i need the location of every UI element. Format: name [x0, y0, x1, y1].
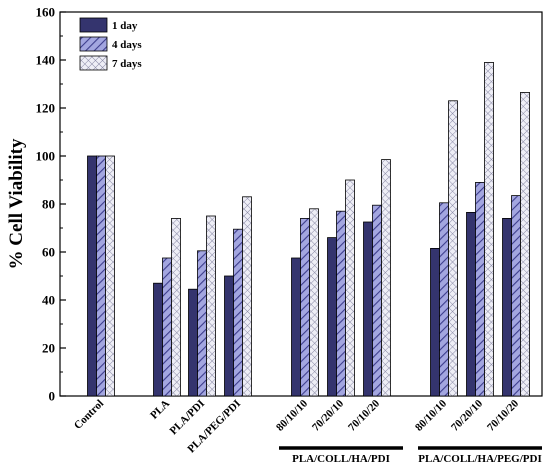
- y-tick-label: 160: [36, 5, 56, 20]
- bars: [87, 62, 530, 397]
- legend-swatch: [79, 36, 108, 52]
- bar-series-3: [242, 196, 252, 397]
- y-tick-label: 100: [36, 149, 56, 164]
- bar-series-1: [466, 211, 476, 397]
- y-tick-label: 140: [36, 53, 56, 68]
- x-category-label: 70/20/10: [449, 397, 485, 433]
- x-category-label: 70/10/20: [346, 397, 382, 433]
- y-axis: 0 20 40 60 80 100 120 140 160: [36, 5, 66, 404]
- bar-series-2: [300, 217, 310, 397]
- x-category-label: 70/20/10: [310, 397, 346, 433]
- bar-series-1: [224, 275, 234, 397]
- bar-series-1: [502, 217, 512, 397]
- bar-series-1: [363, 221, 373, 397]
- legend-label: 7 days: [112, 58, 142, 70]
- bar-series-3: [171, 217, 181, 397]
- x-category-label: 80/10/10: [413, 397, 449, 433]
- bar-series-2: [336, 210, 346, 397]
- bar-series-1: [153, 282, 163, 397]
- bar-series-1: [87, 155, 97, 397]
- bar-series-2: [439, 202, 449, 397]
- legend: 1 day 4 days 7 days: [79, 17, 142, 71]
- bar-series-2: [511, 195, 521, 397]
- bar-series-3: [345, 179, 355, 397]
- bar-series-3: [484, 62, 494, 397]
- bar-series-3: [448, 100, 458, 397]
- bar-series-2: [233, 228, 243, 397]
- bar-series-3: [309, 208, 319, 397]
- bar-series-2: [372, 204, 382, 397]
- y-tick-label: 40: [42, 293, 55, 308]
- x-category-label: 70/10/20: [485, 397, 521, 433]
- x-category-label: Control: [72, 398, 106, 432]
- y-tick-label: 80: [42, 197, 55, 212]
- bar-series-2: [162, 257, 172, 397]
- bar-series-2: [197, 250, 207, 397]
- y-tick-label: 20: [42, 341, 55, 356]
- bar-series-3: [520, 92, 530, 397]
- bar-series-3: [206, 215, 216, 397]
- x-category-label: PLA: [148, 398, 172, 422]
- y-tick-label: 0: [49, 389, 56, 404]
- bar-series-2: [475, 181, 485, 397]
- group-label: PLA/COLL/HA/PDI: [292, 453, 390, 465]
- bar-series-3: [105, 155, 115, 397]
- category-groups: PLA/COLL/HA/PDI PLA/COLL/HA/PEG/PDI: [279, 446, 542, 465]
- y-tick-label: 60: [42, 245, 55, 260]
- bar-series-1: [327, 237, 337, 397]
- bar-series-1: [291, 257, 301, 397]
- legend-swatch: [79, 55, 108, 71]
- bar-series-2: [96, 155, 106, 397]
- y-tick-label: 120: [36, 101, 56, 116]
- legend-label: 1 day: [112, 20, 138, 32]
- bar-series-1: [188, 288, 198, 397]
- bar-series-3: [381, 159, 391, 397]
- bar-series-1: [430, 247, 440, 397]
- x-category-label: 80/10/10: [274, 397, 310, 433]
- group-label: PLA/COLL/HA/PEG/PDI: [418, 453, 541, 465]
- legend-label: 4 days: [112, 39, 142, 51]
- legend-swatch: [79, 17, 108, 33]
- y-axis-title: % Cell Viability: [6, 138, 27, 269]
